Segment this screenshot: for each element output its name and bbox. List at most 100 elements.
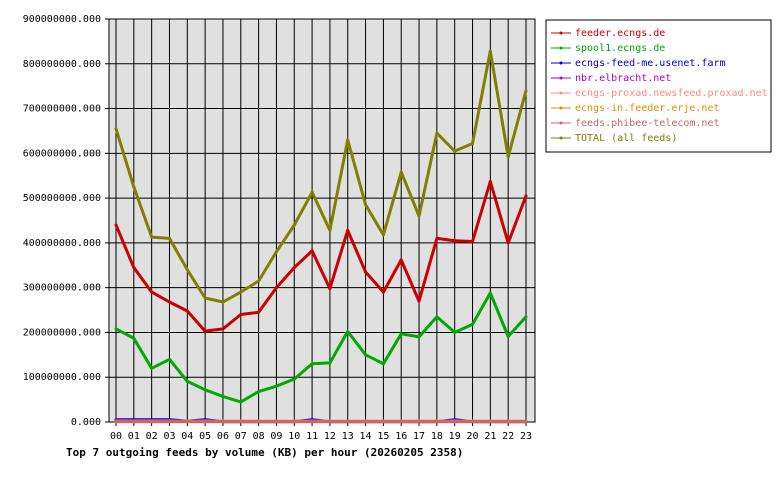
data-point [114, 420, 118, 424]
x-tick-label: 17 [413, 431, 425, 442]
data-point [399, 420, 403, 424]
data-point [257, 310, 261, 314]
data-point [185, 420, 189, 424]
data-point [310, 249, 314, 253]
data-point [488, 49, 492, 53]
data-point [257, 420, 261, 424]
data-point [435, 315, 439, 319]
legend-marker [559, 46, 563, 50]
legend-marker [559, 136, 563, 140]
x-tick-label: 04 [181, 431, 193, 442]
data-point [221, 327, 225, 331]
data-point [471, 142, 474, 145]
data-point [435, 131, 439, 135]
data-point [150, 366, 154, 370]
data-point [203, 420, 207, 424]
y-tick-label: 100000000.000 [23, 372, 101, 383]
data-point [381, 233, 385, 237]
x-tick-label: 00 [110, 431, 122, 442]
series-lines [114, 49, 528, 424]
data-point [274, 384, 278, 388]
legend-marker [559, 91, 563, 95]
x-tick-label: 12 [324, 431, 336, 442]
data-point [506, 155, 510, 159]
data-point [239, 290, 243, 294]
y-tick-label: 200000000.000 [23, 327, 101, 338]
x-tick-label: 08 [253, 431, 265, 442]
x-tick-label: 09 [270, 431, 282, 442]
data-point [257, 279, 261, 283]
x-tick-label: 16 [395, 431, 407, 442]
y-axis: 0.000 100000000.000 200000000.000 300000000… [23, 14, 109, 428]
x-tick-label: 18 [431, 431, 443, 442]
data-point [417, 299, 421, 303]
data-point [239, 313, 243, 316]
legend-label: spool1.ecngs.de [575, 43, 665, 54]
data-point [292, 266, 296, 269]
data-point [150, 235, 154, 239]
data-point [203, 388, 207, 392]
data-point [417, 420, 421, 424]
data-point [310, 190, 314, 194]
data-point [381, 420, 385, 424]
legend-label: feeds.phibee-telecom.net [575, 118, 720, 129]
x-tick-label: 06 [217, 431, 229, 442]
legend-label: TOTAL (all feeds) [575, 133, 677, 144]
x-tick-label: 10 [288, 431, 300, 442]
data-point [185, 268, 189, 272]
data-point [435, 420, 439, 424]
data-point [399, 258, 403, 262]
data-point [132, 266, 136, 269]
data-point [453, 420, 457, 424]
data-point [435, 236, 439, 240]
legend-box [545, 19, 772, 153]
data-point [203, 296, 207, 300]
data-point [364, 203, 368, 207]
data-point [453, 149, 457, 153]
y-tick-label: 400000000.000 [23, 238, 101, 249]
data-point [399, 332, 403, 336]
x-tick-label: 02 [146, 431, 158, 442]
data-point [203, 329, 207, 333]
legend-marker [559, 31, 563, 35]
x-tick-label: 07 [235, 431, 247, 442]
data-point [114, 223, 118, 227]
legend-marker [559, 76, 563, 80]
data-point [114, 327, 118, 331]
y-tick-label: 800000000.000 [23, 59, 101, 70]
x-tick-label: 23 [520, 431, 532, 442]
x-tick-label: 19 [449, 431, 461, 442]
data-point [221, 395, 225, 398]
x-tick-label: 14 [360, 431, 372, 442]
y-tick-label: 500000000.000 [23, 193, 101, 204]
data-point [453, 330, 457, 334]
chart-caption: Top 7 outgoing feeds by volume (KB) per … [66, 446, 463, 459]
data-point [310, 420, 314, 424]
data-point [274, 286, 278, 290]
data-point [364, 420, 368, 424]
y-tick-label: 600000000.000 [23, 148, 101, 159]
x-tick-label: 11 [306, 431, 318, 442]
legend-label: ecngs-feed-me.usenet.farm [575, 58, 726, 69]
y-tick-label: 300000000.000 [23, 283, 101, 294]
data-point [399, 170, 403, 174]
data-point [132, 185, 136, 189]
x-tick-label: 01 [128, 431, 140, 442]
x-tick-label: 22 [502, 431, 514, 442]
legend-marker [559, 61, 563, 65]
data-point [328, 361, 332, 365]
data-point [185, 309, 189, 313]
data-point [488, 180, 492, 183]
data-point [346, 138, 350, 142]
data-point [506, 241, 510, 245]
data-point [328, 287, 332, 291]
data-point [185, 379, 189, 383]
data-point [346, 228, 350, 232]
data-point [471, 322, 474, 326]
y-tick-label: 700000000.000 [23, 104, 101, 115]
series-line-7 [114, 49, 528, 304]
data-point [168, 357, 171, 361]
legend-label: feeder.ecngs.de [575, 28, 665, 39]
data-point [346, 420, 350, 424]
